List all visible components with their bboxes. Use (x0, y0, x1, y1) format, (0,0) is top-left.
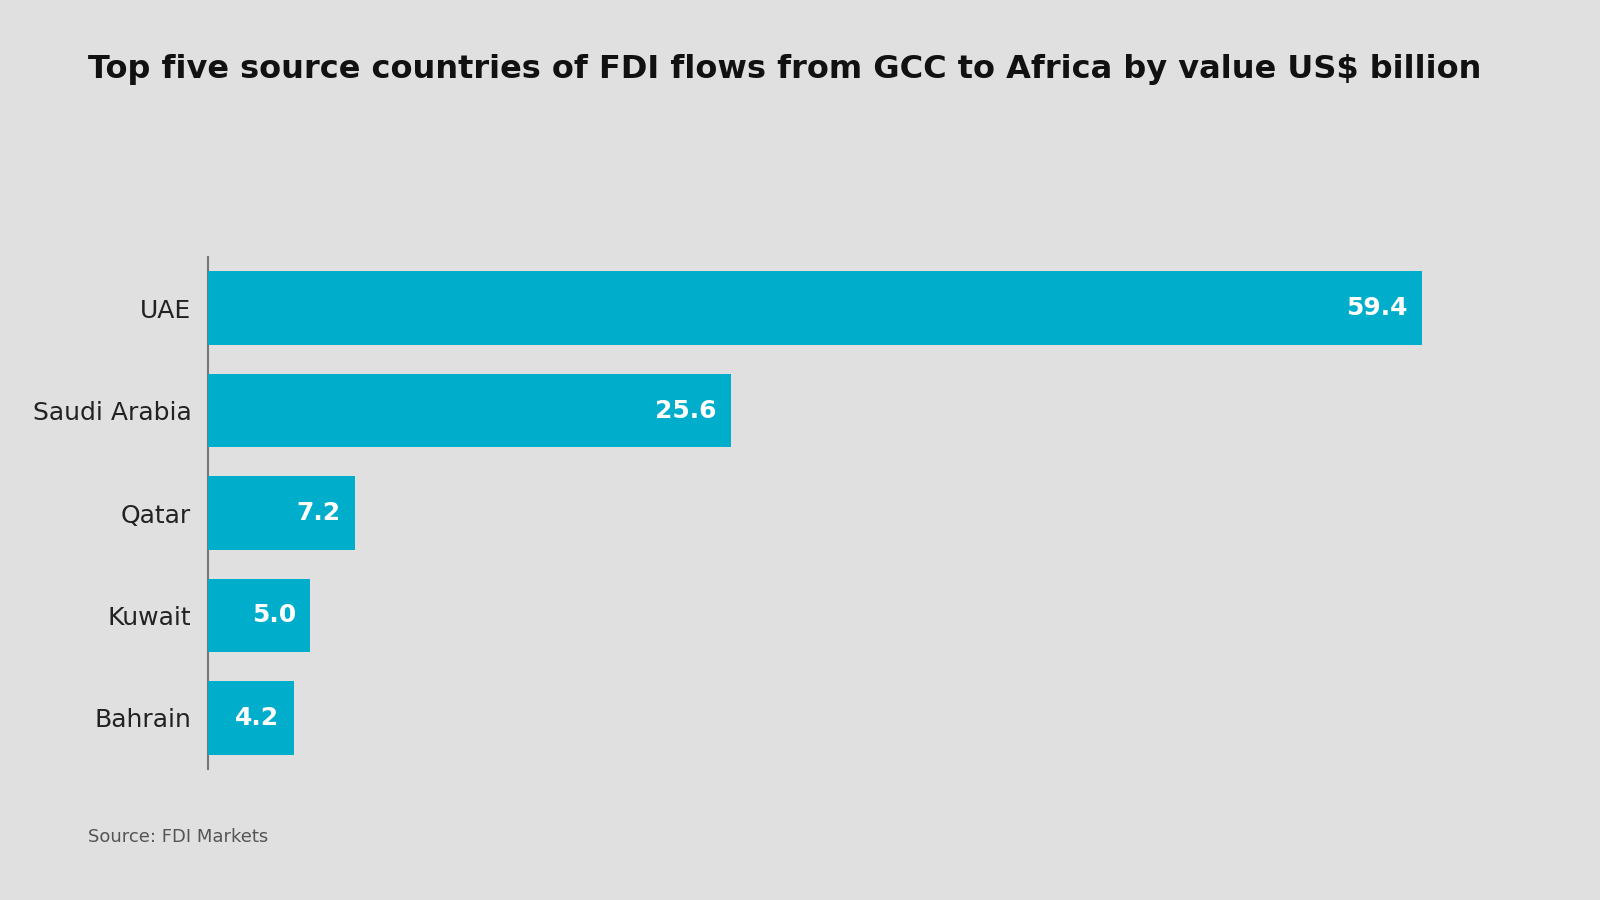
Bar (208, 374, 731, 447)
Text: 5.0: 5.0 (251, 603, 296, 627)
Bar (208, 476, 355, 550)
Text: Top five source countries of FDI flows from GCC to Africa by value US$ billion: Top five source countries of FDI flows f… (88, 54, 1482, 85)
Text: 4.2: 4.2 (235, 706, 280, 730)
Bar (208, 272, 1421, 345)
Text: Source: FDI Markets: Source: FDI Markets (88, 828, 269, 846)
Text: 59.4: 59.4 (1346, 296, 1408, 320)
Text: 25.6: 25.6 (656, 399, 717, 423)
Bar (208, 681, 294, 754)
Text: 7.2: 7.2 (296, 501, 341, 525)
Bar (208, 579, 310, 652)
